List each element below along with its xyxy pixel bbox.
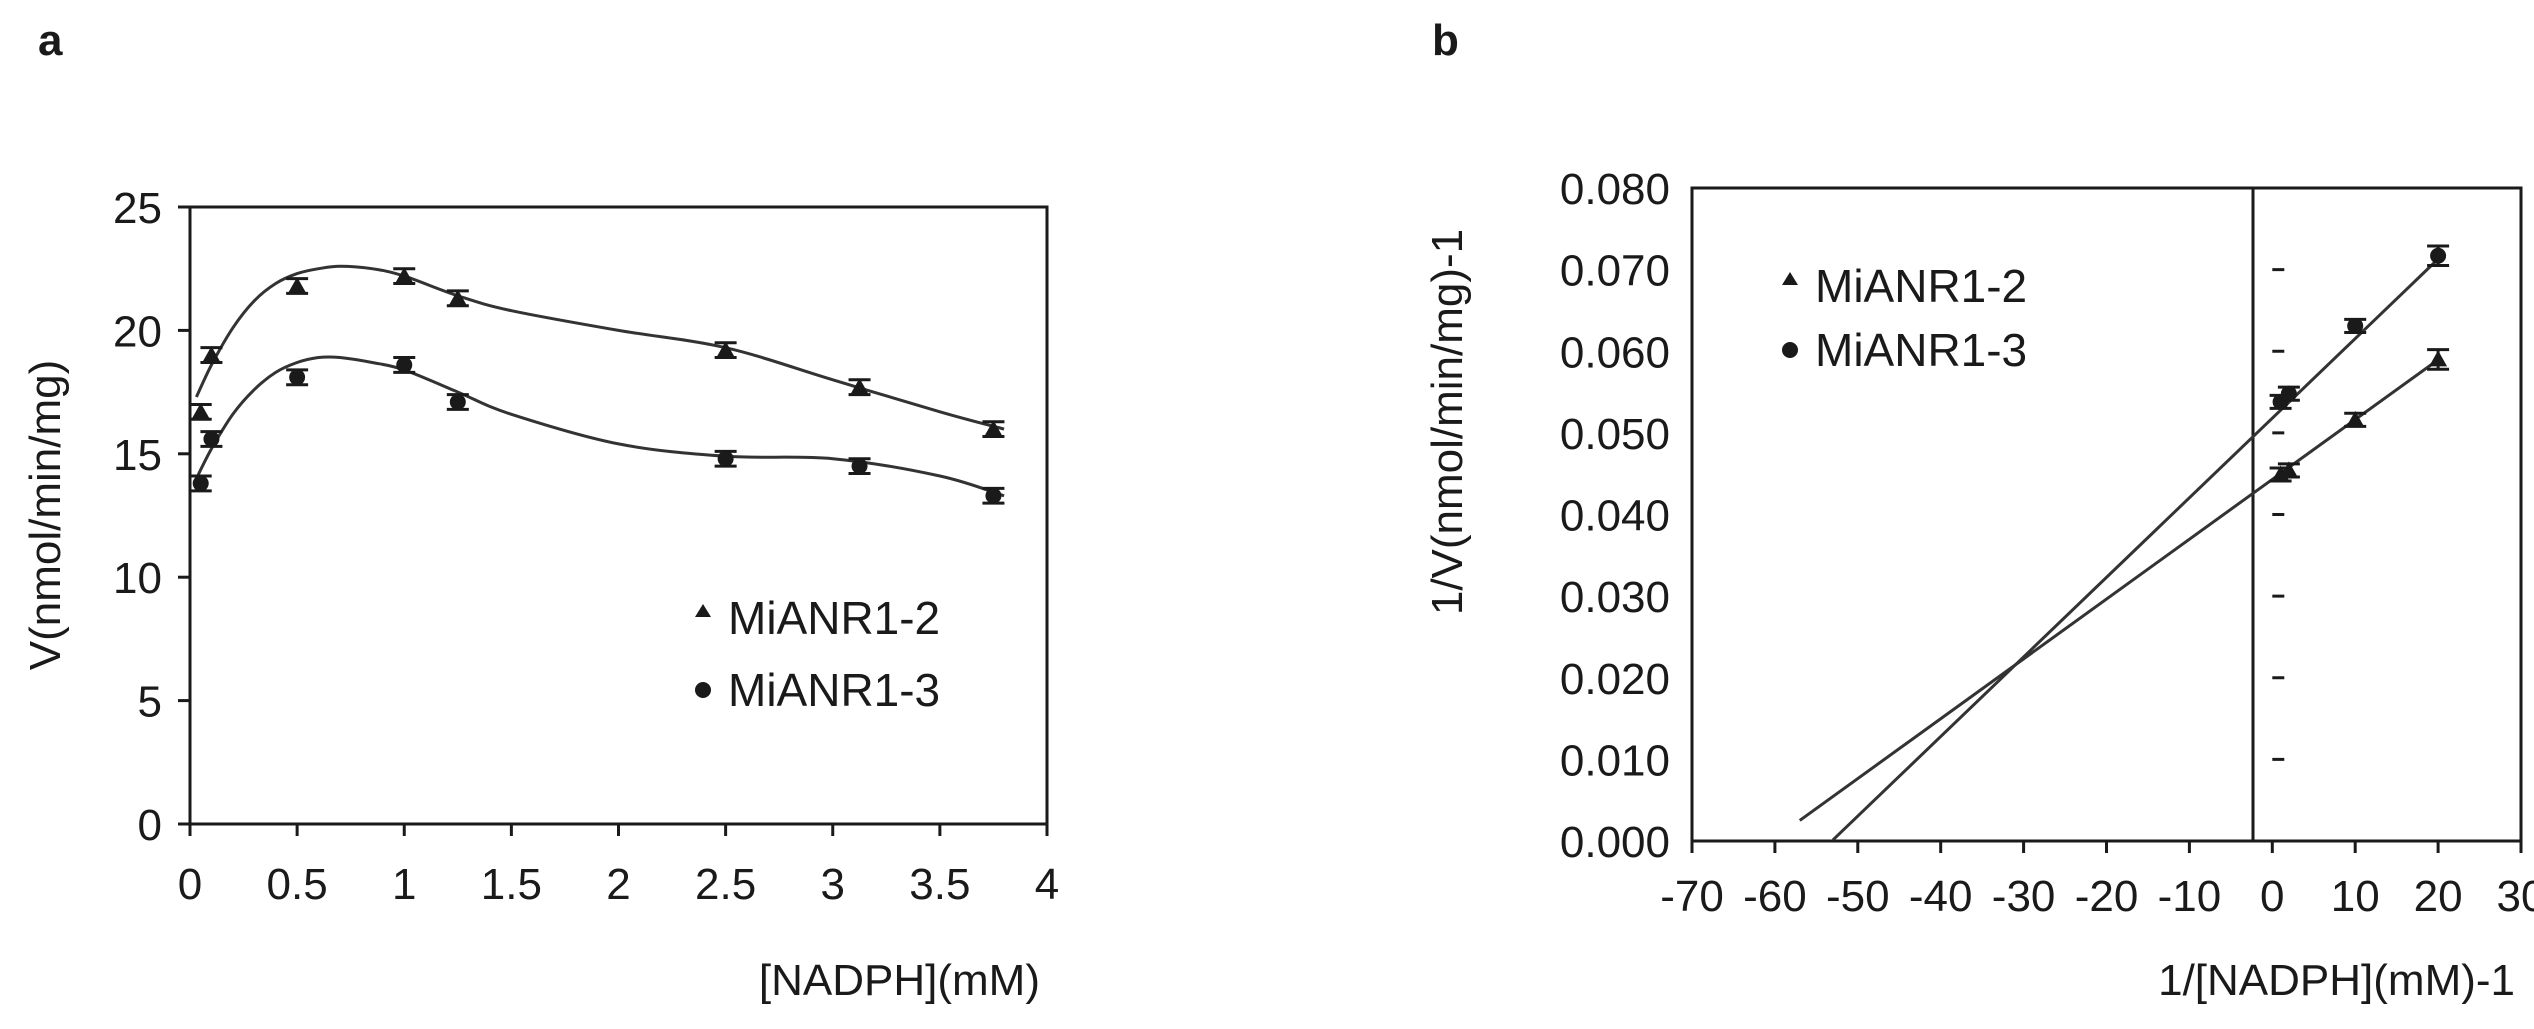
x-tick-label-a: 3.5	[909, 860, 970, 909]
data-point-mianr1-2	[716, 341, 735, 358]
x-tick-label-a: 4	[1035, 860, 1059, 909]
y-tick-label-a: 25	[113, 184, 162, 233]
data-points-a	[189, 267, 1005, 505]
x-tick-label-b: -30	[1992, 872, 2056, 921]
x-tick-label-b: -40	[1909, 872, 1973, 921]
x-tick-label-a: 3	[821, 860, 845, 909]
x-tick-labels-b: -70 -60 -50 -40 -30 -20 -10 0 10 20 30	[1660, 872, 2534, 921]
data-point-mianr1-2	[395, 267, 414, 284]
legend-label-mianr1-2-b: MiANR1-2	[1815, 260, 2027, 312]
data-point-mianr1-3	[192, 475, 209, 492]
x-tick-label-a: 0.5	[267, 860, 328, 909]
legend-label-mianr1-3-a: MiANR1-3	[728, 664, 940, 716]
y-tick-label-a: 20	[113, 307, 162, 356]
legend-label-mianr1-2-a: MiANR1-2	[728, 592, 940, 644]
y-tick-label-b: 0.050	[1560, 410, 1670, 459]
legend-a: MiANR1-2 MiANR1-3	[695, 592, 940, 716]
x-tick-label-b: 30	[2497, 872, 2534, 921]
fit-line-mianr1-2	[1798, 358, 2439, 822]
y-tick-label-b: 0.010	[1560, 736, 1670, 785]
y-tick-label-b: 0.040	[1560, 492, 1670, 541]
legend-label-mianr1-3-b: MiANR1-3	[1815, 324, 2027, 376]
x-tick-label-a: 0	[178, 860, 202, 909]
legend-marker-triangle-a	[695, 604, 711, 617]
y-tick-label-b: 0.070	[1560, 247, 1670, 296]
y-tick-labels-a: 0 5 10 15 20 25	[113, 184, 162, 850]
data-point-mianr1-3	[289, 369, 306, 386]
y-axis-title-a: V(nmol/min/mg)	[21, 360, 70, 671]
x-axis-title-b: 1/[NADPH](mM)-1	[2158, 956, 2515, 1005]
data-points-b	[2269, 244, 2450, 483]
data-point-mianr1-3	[2430, 247, 2447, 264]
chart-panel-a: 0 0.5 1 1.5 2 2.5 3 3.5 4 0 5 10 15 20 25 [NADPH](mM)…	[21, 184, 1059, 1005]
data-point-mianr1-3	[2347, 317, 2364, 334]
legend-marker-circle-b	[1782, 342, 1798, 358]
fit-curves-a	[195, 264, 1005, 498]
x-tick-label-b: 20	[2414, 872, 2463, 921]
y-tick-label-b: 0.000	[1560, 818, 1670, 867]
data-point-mianr1-3	[396, 356, 413, 373]
data-point-mianr1-2	[2279, 461, 2298, 478]
tick-marks-a	[178, 205, 1049, 836]
x-tick-label-a: 2	[606, 860, 630, 909]
fit-curve-mianr1-2	[195, 264, 1005, 431]
x-tick-label-b: -10	[2158, 872, 2222, 921]
data-point-mianr1-2	[288, 276, 307, 293]
x-tick-label-b: -70	[1660, 872, 1724, 921]
fit-lines-b	[1798, 257, 2440, 842]
x-tick-label-b: -60	[1743, 872, 1807, 921]
fit-curve-mianr1-3	[195, 355, 1005, 498]
tick-marks-b	[1690, 186, 2523, 853]
data-point-mianr1-3	[717, 450, 734, 467]
y-tick-label-b: 0.030	[1560, 573, 1670, 622]
x-tick-label-b: -50	[1826, 872, 1890, 921]
data-point-mianr1-2	[984, 420, 1003, 437]
data-point-mianr1-2	[2346, 410, 2365, 427]
y-tick-label-a: 15	[113, 431, 162, 480]
data-point-mianr1-2	[850, 378, 869, 395]
y-tick-label-a: 5	[138, 678, 162, 727]
data-point-mianr1-2	[448, 289, 467, 306]
x-tick-label-a: 2.5	[695, 860, 756, 909]
legend-b: MiANR1-2 MiANR1-3	[1782, 260, 2027, 376]
y-tick-label-b: 0.060	[1560, 328, 1670, 377]
data-point-mianr1-3	[985, 487, 1002, 504]
x-tick-label-b: 0	[2260, 872, 2284, 921]
y-tick-label-a: 10	[113, 554, 162, 603]
panel-label-a: a	[38, 16, 63, 65]
data-point-mianr1-3	[851, 458, 868, 475]
data-point-mianr1-3	[203, 430, 220, 447]
data-point-mianr1-3	[2280, 385, 2297, 402]
legend-marker-triangle-b	[1782, 272, 1798, 285]
x-tick-label-a: 1	[392, 860, 416, 909]
plot-frame-a	[188, 205, 1049, 826]
x-tick-label-b: 10	[2331, 872, 2380, 921]
data-point-mianr1-2	[202, 346, 221, 363]
chart-panel-b: -70 -60 -50 -40 -30 -20 -10 0 10 20 30 0.0000.0100…	[1423, 165, 2534, 1005]
x-tick-label-a: 1.5	[481, 860, 542, 909]
y-tick-label-b: 0.020	[1560, 655, 1670, 704]
data-point-mianr1-2	[2429, 350, 2448, 367]
data-point-mianr1-2	[191, 402, 210, 419]
fit-line-mianr1-3	[1831, 257, 2440, 842]
x-axis-title-a: [NADPH](mM)	[759, 956, 1040, 1005]
y-axis-title-b: 1/V(nmol/min/mg)-1	[1423, 229, 1472, 615]
y-tick-label-a: 0	[138, 801, 162, 850]
y-tick-label-b: 0.080	[1560, 165, 1670, 214]
x-tick-label-b: -20	[2075, 872, 2139, 921]
panel-label-b: b	[1432, 16, 1459, 65]
y-tick-labels-b: 0.000 0.010 0.020 0.030 0.040 0.050 0.060 0.070…	[1560, 165, 1670, 867]
legend-marker-circle-a	[695, 682, 711, 698]
x-tick-labels-a: 0 0.5 1 1.5 2 2.5 3 3.5 4	[178, 860, 1059, 909]
data-point-mianr1-3	[449, 393, 466, 410]
